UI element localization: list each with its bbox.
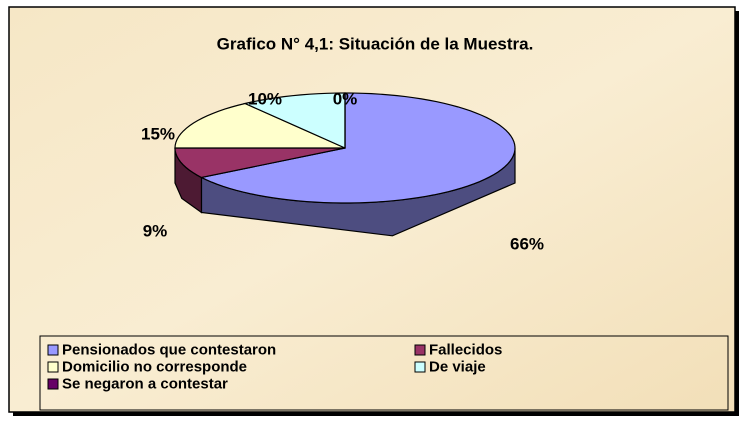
chart-title: Grafico N° 4,1: Situación de la Muestra. (217, 34, 534, 53)
legend-label: Se negaron a contestar (62, 375, 228, 392)
legend-label: Fallecidos (429, 341, 502, 358)
legend-swatch (414, 344, 426, 356)
legend-label: Pensionados que contestaron (62, 341, 276, 358)
legend-swatch (47, 344, 59, 356)
pie-slice (199, 92, 516, 204)
data-label: 66% (510, 234, 544, 253)
data-label: 10% (248, 89, 282, 108)
data-label: 9% (143, 221, 168, 240)
pie: 66% 9% 15% 10% 0% (141, 89, 544, 253)
legend-swatch (47, 361, 59, 373)
legend-label: De viaje (429, 358, 486, 375)
legend-box (39, 335, 729, 411)
legend-swatch (47, 378, 59, 390)
data-label: 0% (333, 89, 358, 108)
pie-slice (243, 92, 346, 149)
legend: Pensionados que contestaron Fallecidos Dom… (47, 341, 502, 392)
data-label: 15% (141, 124, 175, 143)
pie-slice (174, 102, 346, 149)
pie-slice (174, 147, 346, 179)
legend-label: Domicilio no corresponde (62, 358, 247, 375)
legend-swatch (414, 361, 426, 373)
